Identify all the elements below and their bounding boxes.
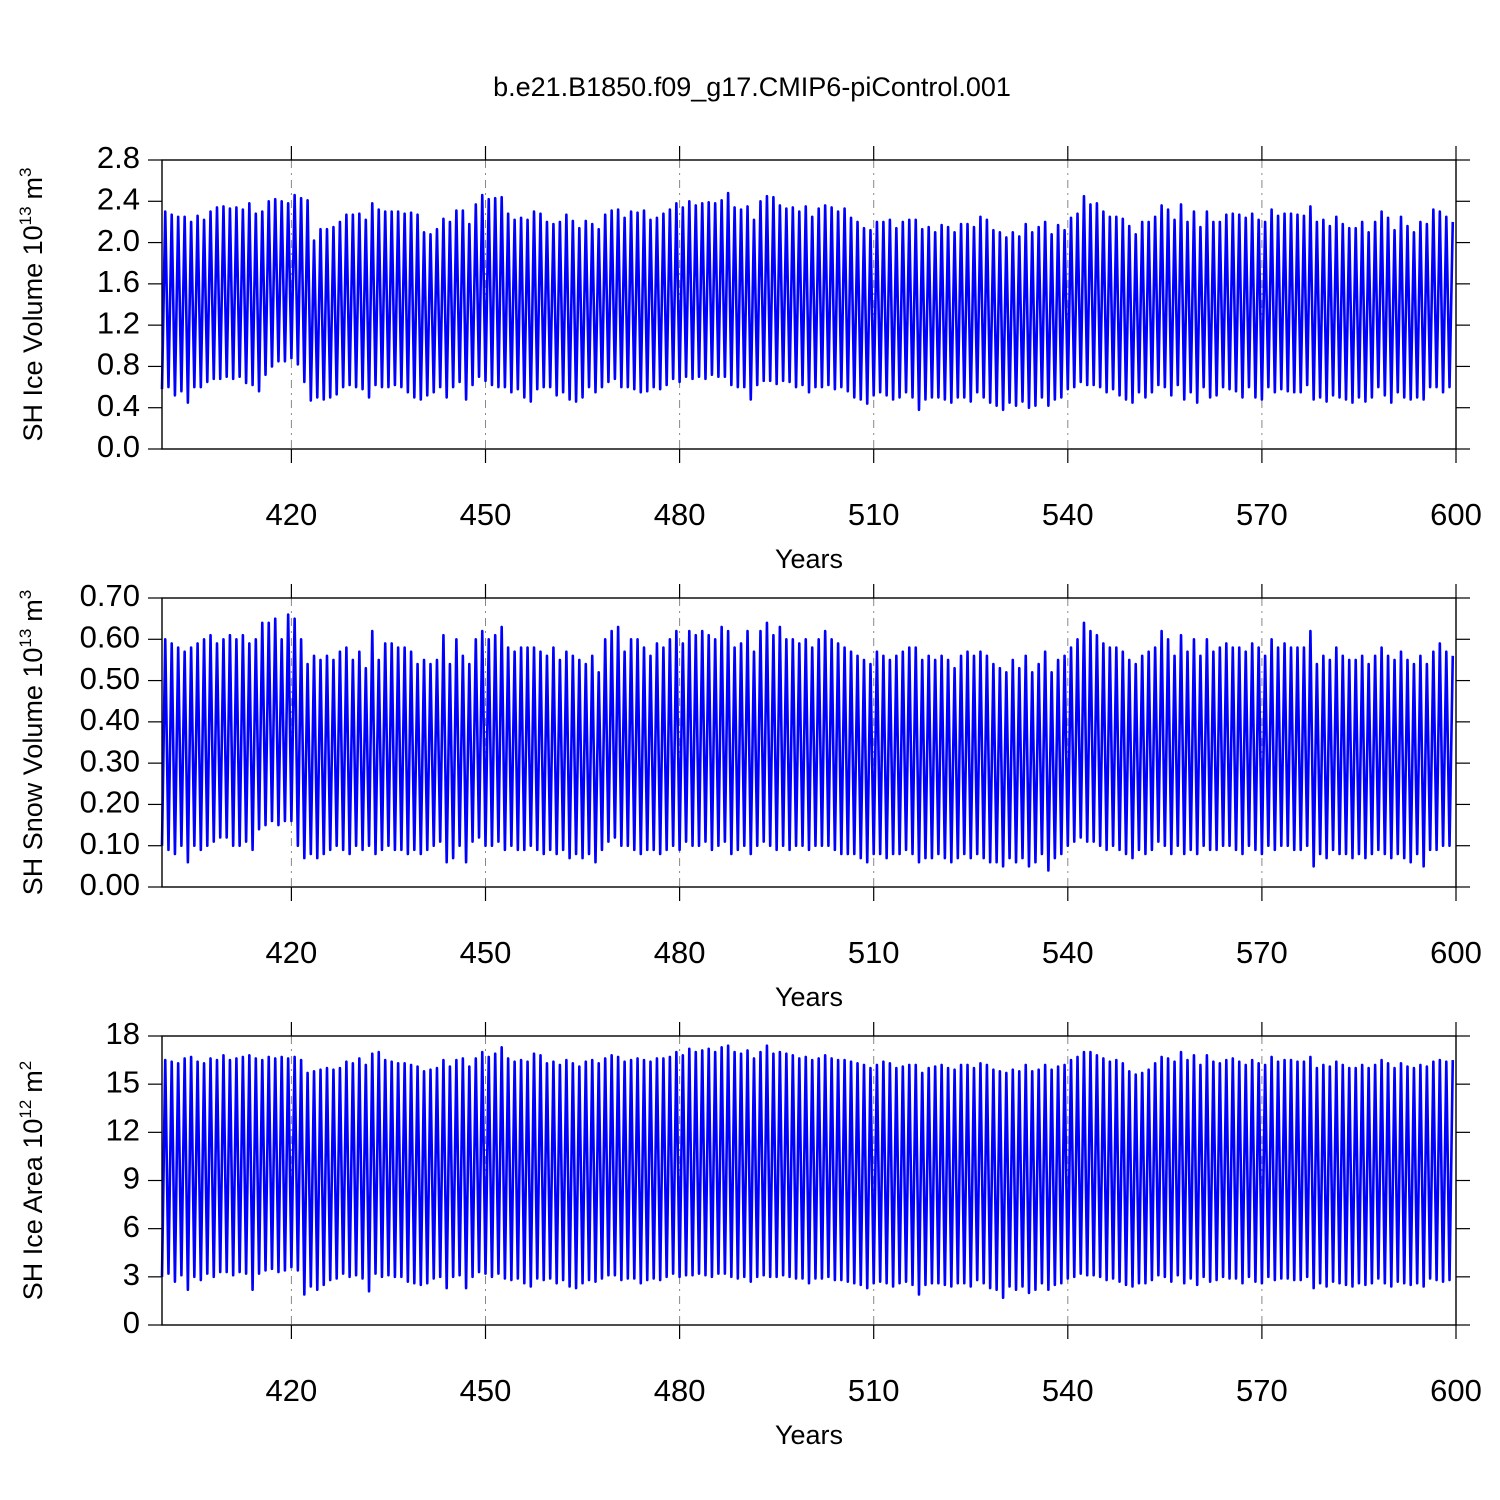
y-tick-label: 1.2 <box>97 305 140 340</box>
x-tick-label: 540 <box>1042 1373 1094 1408</box>
x-tick-label: 600 <box>1430 497 1482 532</box>
data-line <box>160 191 1455 412</box>
y-tick-label: 1.6 <box>97 264 140 299</box>
plot-frame <box>161 1035 1457 1326</box>
y-label-text: SH Snow Volume 10 <box>18 648 48 896</box>
x-tick-label: 480 <box>654 1373 706 1408</box>
y-label-unit-exponent: 3 <box>16 167 35 176</box>
x-tick-label: 600 <box>1430 1373 1482 1408</box>
y-tick-label: 6 <box>123 1209 140 1244</box>
y-tick-label: 0.0 <box>97 429 140 464</box>
plot-frame <box>161 597 1457 888</box>
x-axis-label: Years <box>775 1420 843 1450</box>
x-tick-label: 570 <box>1236 935 1288 970</box>
y-axis-label: SH Ice Volume 1013 m3 <box>16 167 48 441</box>
x-tick-label: 480 <box>654 497 706 532</box>
x-tick-label: 480 <box>654 935 706 970</box>
y-label-exponent: 13 <box>16 206 35 225</box>
y-axis-label: SH Snow Volume 1013 m3 <box>16 590 48 896</box>
x-tick-label: 540 <box>1042 497 1094 532</box>
y-tick-label: 0.50 <box>80 661 140 696</box>
x-tick-label: 420 <box>266 935 318 970</box>
x-tick-label: 420 <box>266 1373 318 1408</box>
x-tick-label: 420 <box>266 497 318 532</box>
y-tick-label: 2.8 <box>97 140 140 175</box>
y-tick-label: 0 <box>123 1305 140 1340</box>
y-tick-label: 0.40 <box>80 702 140 737</box>
data-line <box>160 1044 1455 1300</box>
y-tick-label: 0.4 <box>97 388 140 423</box>
y-label-exponent: 12 <box>16 1100 35 1119</box>
chart-title: b.e21.B1850.f09_g17.CMIP6-piControl.001 <box>493 72 1011 102</box>
y-tick-label: 0.20 <box>80 785 140 820</box>
x-tick-label: 540 <box>1042 935 1094 970</box>
x-tick-label: 450 <box>460 497 512 532</box>
y-label-unit: m <box>18 599 48 622</box>
x-tick-label: 450 <box>460 1373 512 1408</box>
x-tick-label: 450 <box>460 935 512 970</box>
y-label-text: SH Ice Volume 10 <box>18 225 48 441</box>
y-tick-label: 15 <box>106 1064 140 1099</box>
y-tick-label: 12 <box>106 1113 140 1148</box>
y-tick-label: 3 <box>123 1257 140 1292</box>
y-tick-label: 0.10 <box>80 826 140 861</box>
x-tick-label: 510 <box>848 935 900 970</box>
x-tick-label: 600 <box>1430 935 1482 970</box>
y-tick-label: 0.30 <box>80 743 140 778</box>
y-tick-label: 0.00 <box>80 867 140 902</box>
x-axis-label: Years <box>775 544 843 574</box>
x-tick-label: 570 <box>1236 497 1288 532</box>
x-tick-label: 510 <box>848 497 900 532</box>
x-tick-label: 570 <box>1236 1373 1288 1408</box>
data-line <box>160 613 1455 872</box>
y-axis-label: SH Ice Area 1012 m2 <box>16 1061 48 1301</box>
y-label-text: SH Ice Area 10 <box>18 1119 48 1301</box>
y-label-exponent: 13 <box>16 629 35 648</box>
x-tick-label: 510 <box>848 1373 900 1408</box>
y-tick-label: 18 <box>106 1016 140 1051</box>
y-tick-label: 9 <box>123 1161 140 1196</box>
y-label-unit-exponent: 2 <box>16 1061 35 1070</box>
y-tick-label: 0.70 <box>80 578 140 613</box>
y-tick-label: 2.4 <box>97 181 140 216</box>
x-axis-label: Years <box>775 982 843 1012</box>
y-label-unit: m <box>18 1070 48 1093</box>
y-tick-label: 0.8 <box>97 347 140 382</box>
y-tick-label: 0.60 <box>80 619 140 654</box>
y-tick-label: 2.0 <box>97 223 140 258</box>
y-label-unit-exponent: 3 <box>16 590 35 599</box>
plot-frame <box>161 159 1457 450</box>
y-label-unit: m <box>18 177 48 200</box>
